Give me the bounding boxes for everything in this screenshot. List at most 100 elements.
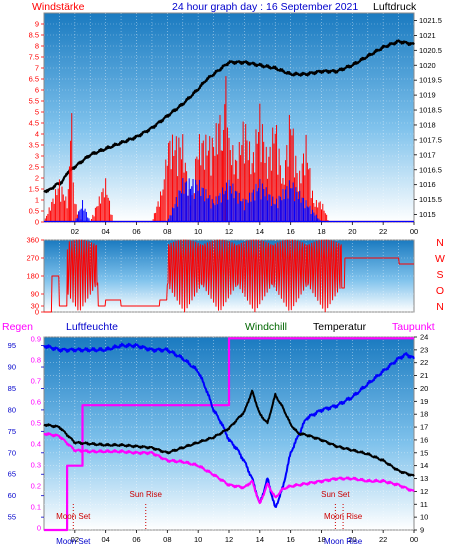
y2-tick-label: 1017.5 xyxy=(419,135,442,144)
wind-direction-label: O xyxy=(436,285,444,297)
y2-tick-label: 9 xyxy=(420,526,424,535)
x-tick-label: 10 xyxy=(194,535,202,544)
y-tick-label: 65 xyxy=(8,470,16,479)
y2-tick-label: 19 xyxy=(420,397,428,406)
y2-tick-label: 1019 xyxy=(419,91,436,100)
y-tick-label: 2 xyxy=(35,174,39,183)
regen-label: Regen xyxy=(2,321,33,333)
wind-direction-label: S xyxy=(436,269,443,281)
y-tick-label: 70 xyxy=(8,448,16,457)
y-tick-label: 85 xyxy=(8,384,16,393)
rain-tick-label: 0.2 xyxy=(31,482,41,491)
x-tick-label: 20 xyxy=(348,535,356,544)
y-tick-label: 80 xyxy=(8,405,16,414)
x-tick-label: 12 xyxy=(225,535,233,544)
y2-tick-label: 21 xyxy=(420,371,428,380)
wind-direction-line xyxy=(44,239,414,313)
windstaerke-label: Windstärke xyxy=(32,1,85,13)
x-tick-label: 04 xyxy=(101,535,109,544)
x-tick-label: 12 xyxy=(225,227,233,236)
y2-tick-label: 1016.5 xyxy=(419,165,442,174)
rain-tick-label: 0.1 xyxy=(31,503,41,512)
y-tick-label: 75 xyxy=(8,427,16,436)
x-tick-label: 08 xyxy=(163,227,171,236)
x-tick-label: 04 xyxy=(101,227,109,236)
y-tick-label: 7 xyxy=(35,64,39,73)
x-tick-label: 00 xyxy=(410,535,418,544)
dewpoint-line xyxy=(43,432,415,505)
event-label: Sun Rise xyxy=(130,490,163,499)
rain-tick-label: 0.8 xyxy=(31,356,41,365)
y-tick-label: 3 xyxy=(35,152,39,161)
y-tick-label: 360 xyxy=(26,236,39,245)
chart-title: 24 hour graph day : 16 September 2021 xyxy=(172,1,358,13)
rain-tick-label: 0.9 xyxy=(31,335,41,344)
x-tick-label: 16 xyxy=(286,535,294,544)
taupunkt-label: Taupunkt xyxy=(392,321,435,333)
rain-tick-label: 0.5 xyxy=(31,419,41,428)
x-tick-label: 20 xyxy=(348,227,356,236)
event-label: Sun Set xyxy=(321,490,350,499)
rain-tick-label: 0.7 xyxy=(31,377,41,386)
x-tick-label: 22 xyxy=(379,535,387,544)
y-tick-label: 270 xyxy=(26,254,39,263)
y2-tick-label: 17 xyxy=(420,423,428,432)
rain-tick-label: 0.3 xyxy=(31,461,41,470)
y-tick-label: 9 xyxy=(35,20,39,29)
x-tick-label: 22 xyxy=(379,227,387,236)
y2-tick-label: 12 xyxy=(420,487,428,496)
y2-tick-label: 22 xyxy=(420,358,428,367)
y2-tick-label: 13 xyxy=(420,474,428,483)
y2-tick-label: 1018.5 xyxy=(419,106,442,115)
y2-tick-label: 1015.5 xyxy=(419,195,442,204)
event-label: Moon Rise xyxy=(324,512,363,521)
x-tick-label: 14 xyxy=(256,227,264,236)
x-tick-label: 02 xyxy=(71,535,79,544)
x-tick-label: 10 xyxy=(194,227,202,236)
x-tick-label: 06 xyxy=(132,535,140,544)
y-tick-label: 90 xyxy=(31,290,39,299)
y2-tick-label: 15 xyxy=(420,448,428,457)
y2-tick-label: 10 xyxy=(420,513,428,522)
y2-tick-label: 1021.5 xyxy=(419,16,442,25)
y2-tick-label: 24 xyxy=(420,333,428,342)
y2-tick-label: 1017 xyxy=(419,150,436,159)
y-tick-label: 8.5 xyxy=(29,31,39,40)
y-tick-label: 8 xyxy=(35,42,39,51)
y-tick-label: 0.5 xyxy=(29,207,39,216)
y-tick-label: 90 xyxy=(8,363,16,372)
y-tick-label: 0 xyxy=(35,218,39,227)
y2-tick-label: 1016 xyxy=(419,180,436,189)
y2-tick-label: 20 xyxy=(420,384,428,393)
temperatur-label: Temperatur xyxy=(313,321,367,333)
rain-tick-label: 0.6 xyxy=(31,398,41,407)
x-tick-label: 16 xyxy=(286,227,294,236)
luftfeuchte-label: Luftfeuchte xyxy=(66,321,118,333)
event-bottom-label: Moon Set xyxy=(56,537,91,546)
y2-tick-label: 1020.5 xyxy=(419,46,442,55)
y-tick-label: 1.5 xyxy=(29,185,39,194)
y-tick-label: 95 xyxy=(8,341,16,350)
x-tick-label: 18 xyxy=(317,535,325,544)
y2-tick-label: 1020 xyxy=(419,61,436,70)
y-tick-label: 30 xyxy=(31,302,39,311)
x-tick-label: 06 xyxy=(132,227,140,236)
x-tick-label: 18 xyxy=(317,227,325,236)
luftdruck-label: Luftdruck xyxy=(373,1,417,13)
y-tick-label: 4 xyxy=(35,130,39,139)
rain-tick-label: 0.4 xyxy=(31,440,41,449)
x-tick-label: 08 xyxy=(163,535,171,544)
event-bottom-label: Moon Rise xyxy=(324,537,363,546)
windchill-label: Windchill xyxy=(245,321,287,333)
y2-tick-label: 1019.5 xyxy=(419,76,442,85)
y-tick-label: 2.5 xyxy=(29,163,39,172)
y2-tick-label: 11 xyxy=(420,500,428,509)
y2-tick-label: 1018 xyxy=(419,120,436,129)
x-tick-label: 02 xyxy=(71,227,79,236)
y-tick-label: 3.5 xyxy=(29,141,39,150)
humidity-line xyxy=(43,342,415,508)
wind-direction-label: W xyxy=(435,253,445,265)
y-tick-label: 1 xyxy=(35,196,39,205)
pressure-line xyxy=(43,39,415,194)
y-tick-label: 55 xyxy=(8,513,16,522)
